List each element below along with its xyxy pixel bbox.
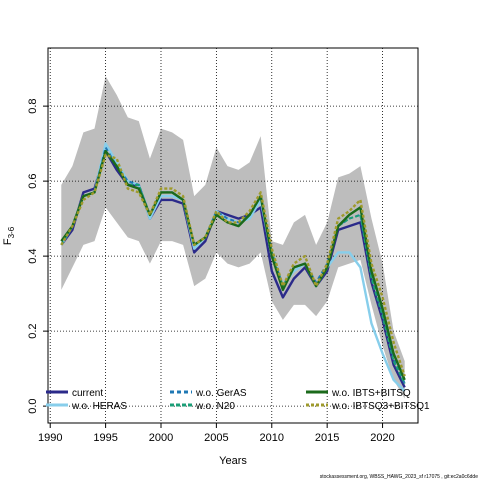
series-line-0 (60, 149, 406, 388)
x-tick-label: 1995 (93, 432, 117, 444)
x-axis-title: Years (219, 455, 247, 467)
y-tick-label: 0.4 (27, 248, 39, 263)
series-line-4 (60, 149, 406, 381)
x-tick-label: 2010 (260, 432, 284, 444)
legend-label-4: w.o. IBTS+BITSQ (331, 388, 411, 399)
x-tick-label: 2020 (370, 432, 394, 444)
legend-label-0: current (72, 388, 103, 399)
x-tick-label: 2000 (149, 432, 173, 444)
y-tick-label: 0.6 (27, 173, 39, 188)
y-axis-title-main: F (2, 238, 14, 245)
legend-label-5: w.o. IBTSQ3+BITSQ1 (331, 401, 430, 412)
footnote: stockassessment.org, WBSS_HAWG_2023_sf r… (320, 474, 478, 480)
y-tick-label: 0.8 (27, 98, 39, 113)
y-tick-label: 0.2 (27, 323, 39, 338)
y-tick-label: 0.0 (27, 398, 39, 413)
y-axis-title-subscript: 3-6 (7, 226, 16, 238)
confidence-band (61, 76, 405, 399)
legend-label-1: w.o. HERAS (71, 401, 127, 412)
x-tick-label: 2005 (204, 432, 228, 444)
legend-label-3: w.o. N20 (195, 401, 235, 412)
x-tick-label: 1990 (38, 432, 62, 444)
x-tick-label: 2015 (315, 432, 339, 444)
y-axis-title: F3-6 (2, 226, 16, 245)
series-line-5 (60, 153, 406, 377)
legend-label-2: w.o. GerAS (195, 388, 247, 399)
plot-frame (47, 47, 419, 424)
